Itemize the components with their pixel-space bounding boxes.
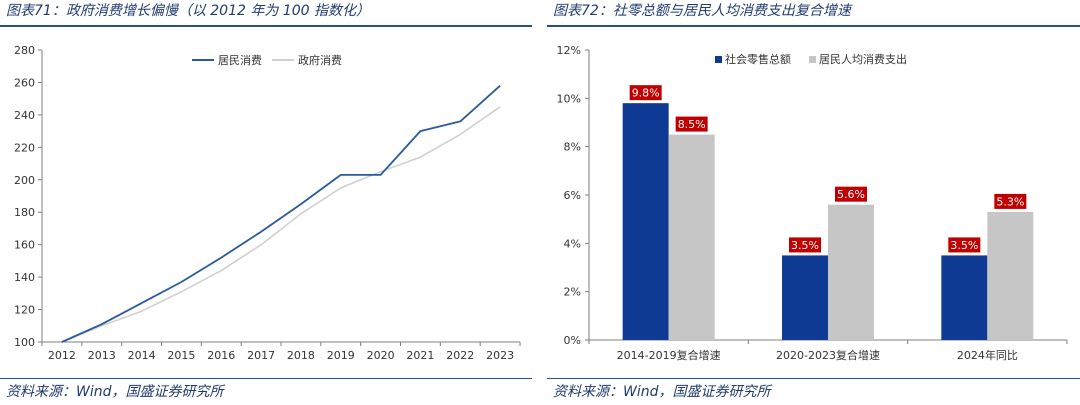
series-line-1 <box>61 85 501 343</box>
y-tick-label: 6% <box>564 189 581 202</box>
x-tick-label: 2016 <box>207 349 235 362</box>
bar-1 <box>622 103 669 341</box>
y-tick-label: 220 <box>14 141 35 154</box>
x-tick-label: 2023 <box>486 349 514 362</box>
x-tick-label: 2017 <box>247 349 275 362</box>
right-source-rule <box>547 378 1080 379</box>
y-tick-label: 160 <box>14 239 35 252</box>
data-label-box <box>789 237 821 253</box>
y-tick-label: 200 <box>14 174 35 187</box>
y-tick-label: 10% <box>557 92 581 105</box>
left-chart-panel: 图表71：政府消费增长偏慢（以 2012 年为 100 指数化） 100 120 1… <box>0 0 532 405</box>
data-label-box <box>948 237 981 253</box>
y-tick-label: 260 <box>14 76 35 89</box>
y-tick-label: 2% <box>564 286 581 299</box>
bar-2 <box>828 204 874 340</box>
data-label: 8.5% <box>678 118 706 131</box>
right-title-rule <box>547 25 1080 27</box>
y-tick-label: 0% <box>564 334 581 347</box>
left-title-rule <box>0 25 532 27</box>
legend-label-1: 居民消费 <box>218 53 262 67</box>
y-tick-label: 100 <box>14 336 35 349</box>
legend-swatch-2 <box>809 56 816 63</box>
y-tick-label: 12% <box>557 44 581 57</box>
y-tick-label: 8% <box>564 141 581 154</box>
x-tick-label: 2014-2019复合增速 <box>617 348 721 362</box>
data-label: 5.3% <box>996 195 1024 208</box>
x-tick-label: 2014 <box>128 349 156 362</box>
data-label: 3.5% <box>950 239 978 252</box>
legend-label-1: 社会零售总额 <box>725 52 791 66</box>
legend-swatch-1 <box>715 56 722 63</box>
x-tick-label: 2015 <box>167 349 195 362</box>
data-label-box <box>675 116 708 132</box>
y-tick-label: 240 <box>14 109 35 122</box>
right-chart-panel: 图表72：社零总额与居民人均消费支出复合增速 0% 2% 4% 6% 8% 10% 12% 2… <box>547 0 1080 405</box>
x-tick-label: 2022 <box>446 349 474 362</box>
bar-2 <box>668 134 715 340</box>
bar-chart: 0% 2% 4% 6% 8% 10% 12% 2014-2019复合增速 9.8% 8.5% 202… <box>557 44 1068 362</box>
y-tick-label: 120 <box>14 304 35 317</box>
legend-label-2: 居民人均消费支出 <box>819 52 907 66</box>
data-label-box <box>994 193 1027 209</box>
y-tick-label: 4% <box>564 237 581 250</box>
data-label: 9.8% <box>632 87 660 100</box>
data-label-box <box>629 85 662 101</box>
x-tick-label: 2013 <box>88 349 116 362</box>
left-source-rule <box>0 378 532 379</box>
x-tick-label: 2020-2023复合增速 <box>776 348 880 362</box>
legend-label-2: 政府消费 <box>298 53 342 67</box>
line-chart: 100 120 140 160 180 200 220 240 260 280 2012 2013 20… <box>14 44 521 362</box>
y-tick-label: 280 <box>14 44 35 57</box>
data-label: 5.6% <box>837 188 865 201</box>
left-chart-source: 资料来源：Wind，国盛证券研究所 <box>6 384 224 400</box>
bar-1 <box>782 255 828 340</box>
bar-2 <box>987 211 1034 340</box>
x-tick-label: 2024年同比 <box>957 348 1018 362</box>
y-tick-label: 140 <box>14 271 35 284</box>
left-chart-title: 图表71：政府消费增长偏慢（以 2012 年为 100 指数化） <box>6 3 370 19</box>
y-tick-label: 180 <box>14 206 35 219</box>
x-tick-label: 2012 <box>48 349 76 362</box>
x-tick-label: 2019 <box>327 349 355 362</box>
data-label: 3.5% <box>791 239 819 252</box>
x-tick-label: 2020 <box>367 349 395 362</box>
x-tick-label: 2021 <box>406 349 434 362</box>
x-tick-label: 2018 <box>287 349 315 362</box>
series-line-2 <box>61 106 501 343</box>
right-chart-source: 资料来源：Wind，国盛证券研究所 <box>553 384 771 400</box>
right-chart-title: 图表72：社零总额与居民人均消费支出复合增速 <box>553 3 851 19</box>
data-label-box <box>835 186 867 202</box>
bar-1 <box>941 255 988 340</box>
